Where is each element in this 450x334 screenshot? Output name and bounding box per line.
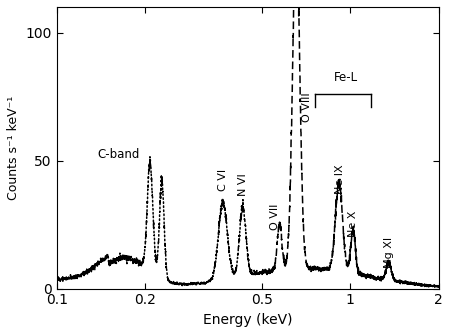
Text: C VI: C VI [218,169,228,191]
Text: Ne X: Ne X [348,211,358,237]
Text: O VIII: O VIII [302,93,312,122]
X-axis label: Energy (keV): Energy (keV) [203,313,292,327]
Text: O VII: O VII [270,203,280,230]
Text: Mg XI: Mg XI [384,237,394,268]
Text: C-band: C-band [97,148,140,161]
Text: N VI: N VI [238,174,248,196]
Y-axis label: Counts s⁻¹ keV⁻¹: Counts s⁻¹ keV⁻¹ [7,96,20,200]
Text: Ne IX: Ne IX [335,164,345,194]
Text: Fe-L: Fe-L [334,71,359,84]
